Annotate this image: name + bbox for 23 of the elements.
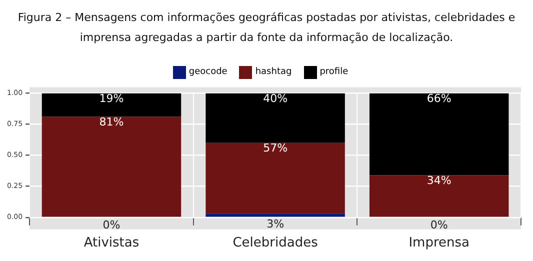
data-label: 57% [263,142,288,155]
bar [42,93,182,117]
x-tick-label: Ativistas [84,236,140,251]
data-label: 40% [263,92,288,106]
legend-label: profile [320,67,348,77]
bar [42,116,182,217]
data-label: 81% [99,116,124,129]
data-label: 19% [99,92,124,106]
data-label: 34% [426,174,452,188]
data-label: 66% [426,92,452,106]
bar [206,142,345,214]
bar [369,93,509,176]
x-tick-label: Celebridades [232,236,318,251]
bar [206,93,345,143]
bar [206,214,345,217]
x-tick-label: Imprensa [408,236,470,251]
data-label: 3% [266,218,284,231]
chart-title: Figura 2 – Mensagens com informações geográficas postadas por ativistas, celebridades e imprensa agregadas a partir da fonte da informação de localização. [16,10,516,46]
legend-label: hashtag [255,67,292,77]
data-label: 0% [102,218,120,232]
bar [369,175,509,217]
legend-label: geocode [188,67,228,77]
data-label: 0% [430,218,448,232]
